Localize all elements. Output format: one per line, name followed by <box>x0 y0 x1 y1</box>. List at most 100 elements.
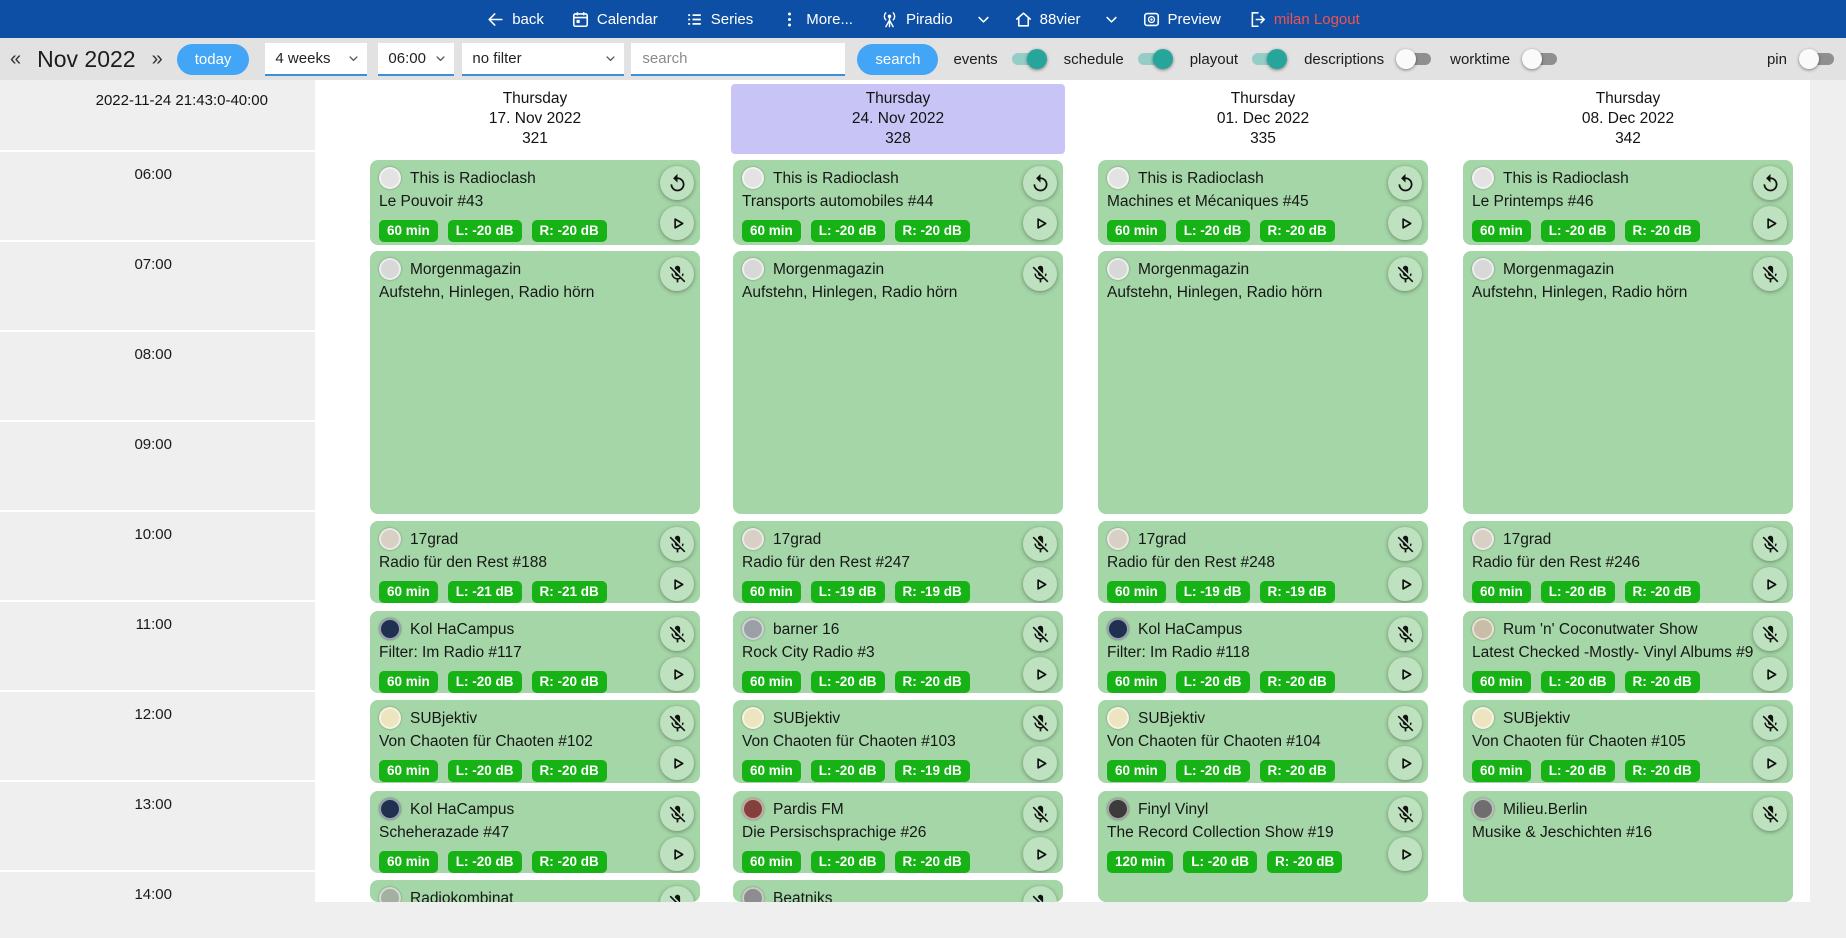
mic-off-button[interactable] <box>660 797 694 831</box>
replay-button[interactable] <box>1388 166 1422 200</box>
event-card[interactable]: This is Radioclash Le Printemps #46 60 min… <box>1463 160 1793 245</box>
event-card[interactable]: This is Radioclash Le Pouvoir #43 60 min L:… <box>370 160 700 245</box>
nav-item-station-88vier[interactable]: 88vier <box>1014 10 1081 29</box>
event-card[interactable]: Finyl Vinyl The Record Collection Show #1… <box>1098 791 1428 902</box>
toggle-switch-schedule[interactable] <box>1136 49 1173 69</box>
mic-off-button[interactable] <box>660 706 694 740</box>
mic-off-button[interactable] <box>1023 886 1057 902</box>
play-button[interactable] <box>660 657 694 691</box>
day-column-header[interactable]: Thursday 24. Nov 2022 328 <box>731 84 1065 154</box>
event-card[interactable]: 17grad Radio für den Rest #188 60 min L: -2… <box>370 521 700 603</box>
event-card[interactable]: Morgenmagazin Aufstehn, Hinlegen, Radio h… <box>1463 251 1793 514</box>
event-card[interactable]: SUBjektiv Von Chaoten für Chaoten #105 60 … <box>1463 700 1793 783</box>
mic-off-button[interactable] <box>660 257 694 291</box>
play-button[interactable] <box>1753 746 1787 780</box>
event-card[interactable]: Kol HaCampus Filter: Im Radio #117 60 min L… <box>370 611 700 693</box>
mic-off-button[interactable] <box>1753 706 1787 740</box>
event-card[interactable]: SUBjektiv Von Chaoten für Chaoten #102 60 … <box>370 700 700 783</box>
search-input[interactable] <box>631 42 846 76</box>
search-button[interactable]: search <box>857 43 939 75</box>
replay-button[interactable] <box>660 166 694 200</box>
weeks-range-select[interactable]: 4 weeks <box>265 42 368 76</box>
mic-off-button[interactable] <box>1388 257 1422 291</box>
mic-off-button[interactable] <box>1023 527 1057 561</box>
event-card[interactable]: Beatniks <box>733 880 1063 902</box>
mic-off-button[interactable] <box>1388 617 1422 651</box>
event-card[interactable]: 17grad Radio für den Rest #247 60 min L: -1… <box>733 521 1063 603</box>
event-card[interactable]: Morgenmagazin Aufstehn, Hinlegen, Radio h… <box>370 251 700 514</box>
play-button[interactable] <box>1023 657 1057 691</box>
event-card[interactable]: Radiokombinat <box>370 880 700 902</box>
mic-off-button[interactable] <box>1023 617 1057 651</box>
nav-item-piradio[interactable]: Piradio <box>880 10 953 29</box>
mic-off-button[interactable] <box>1753 527 1787 561</box>
event-card[interactable]: This is Radioclash Machines et Mécaniques… <box>1098 160 1428 245</box>
toggle-switch-descriptions[interactable] <box>1396 49 1433 69</box>
event-card[interactable]: This is Radioclash Transports automobiles… <box>733 160 1063 245</box>
nav-item-piradio-menu[interactable] <box>974 10 993 29</box>
event-card[interactable]: Pardis FM Die Persischsprachige #26 60 min… <box>733 791 1063 873</box>
toggle-switch-pin[interactable] <box>1799 49 1836 69</box>
event-card[interactable]: 17grad Radio für den Rest #246 60 min L: -2… <box>1463 521 1793 603</box>
nav-item-more[interactable]: More... <box>780 10 853 29</box>
play-button[interactable] <box>1388 746 1422 780</box>
toggle-switch-events[interactable] <box>1010 49 1047 69</box>
mic-off-button[interactable] <box>1388 797 1422 831</box>
play-button[interactable] <box>660 206 694 240</box>
day-column-header[interactable]: Thursday 08. Dec 2022 342 <box>1461 84 1795 154</box>
mic-off-button[interactable] <box>660 886 694 902</box>
event-card[interactable]: Morgenmagazin Aufstehn, Hinlegen, Radio h… <box>1098 251 1428 514</box>
event-card[interactable]: Morgenmagazin Aufstehn, Hinlegen, Radio h… <box>733 251 1063 514</box>
mic-off-button[interactable] <box>1388 527 1422 561</box>
mic-off-button[interactable] <box>1023 797 1057 831</box>
filter-select[interactable]: no filter <box>462 42 625 76</box>
event-card[interactable]: Milieu.Berlin Musike & Jeschichten #16 <box>1463 791 1793 902</box>
event-card[interactable]: SUBjektiv Von Chaoten für Chaoten #103 60 … <box>733 700 1063 783</box>
mic-off-button[interactable] <box>660 617 694 651</box>
toggle-knob <box>1267 49 1288 69</box>
event-card[interactable]: barner 16 Rock City Radio #3 60 min L: -20 … <box>733 611 1063 693</box>
toggle-switch-playout[interactable] <box>1250 49 1288 69</box>
mic-off-button[interactable] <box>1388 706 1422 740</box>
toggle-switch-worktime[interactable] <box>1522 49 1559 69</box>
mic-off-button[interactable] <box>1023 257 1057 291</box>
mic-off-button[interactable] <box>1753 257 1787 291</box>
mic-off-button[interactable] <box>660 527 694 561</box>
play-button[interactable] <box>660 746 694 780</box>
event-card[interactable]: Kol HaCampus Scheherazade #47 60 min L: -20… <box>370 791 700 873</box>
event-card[interactable]: Kol HaCampus Filter: Im Radio #118 60 min L… <box>1098 611 1428 693</box>
play-button[interactable] <box>1388 657 1422 691</box>
play-button[interactable] <box>1753 567 1787 601</box>
prev-period-button[interactable]: « <box>6 48 25 71</box>
day-column-header[interactable]: Thursday 01. Dec 2022 335 <box>1096 84 1430 154</box>
play-button[interactable] <box>1023 206 1057 240</box>
nav-item-station-menu[interactable] <box>1102 10 1121 29</box>
nav-item-series[interactable]: Series <box>685 10 753 29</box>
nav-item-logout[interactable]: milan Logout <box>1248 10 1360 29</box>
start-time-select[interactable]: 06:00 <box>378 42 455 76</box>
mic-off-button[interactable] <box>1753 617 1787 651</box>
nav-item-calendar[interactable]: Calendar <box>571 10 658 29</box>
play-button[interactable] <box>660 567 694 601</box>
event-card[interactable]: Rum 'n' Coconutwater Show Latest Checked … <box>1463 611 1793 693</box>
play-button[interactable] <box>660 837 694 871</box>
nav-item-back[interactable]: back <box>486 10 544 29</box>
play-button[interactable] <box>1753 657 1787 691</box>
mic-off-button[interactable] <box>1023 706 1057 740</box>
play-button[interactable] <box>1388 567 1422 601</box>
play-button[interactable] <box>1388 206 1422 240</box>
nav-item-preview[interactable]: Preview <box>1142 10 1221 29</box>
replay-button[interactable] <box>1023 166 1057 200</box>
play-button[interactable] <box>1388 837 1422 871</box>
play-button[interactable] <box>1023 746 1057 780</box>
today-button[interactable]: today <box>176 43 250 75</box>
play-button[interactable] <box>1023 567 1057 601</box>
replay-button[interactable] <box>1753 166 1787 200</box>
mic-off-button[interactable] <box>1753 797 1787 831</box>
play-button[interactable] <box>1753 206 1787 240</box>
event-card[interactable]: 17grad Radio für den Rest #248 60 min L: -1… <box>1098 521 1428 603</box>
day-column-header[interactable]: Thursday 17. Nov 2022 321 <box>368 84 702 154</box>
event-card[interactable]: SUBjektiv Von Chaoten für Chaoten #104 60 … <box>1098 700 1428 783</box>
play-button[interactable] <box>1023 837 1057 871</box>
next-period-button[interactable]: » <box>148 48 167 71</box>
